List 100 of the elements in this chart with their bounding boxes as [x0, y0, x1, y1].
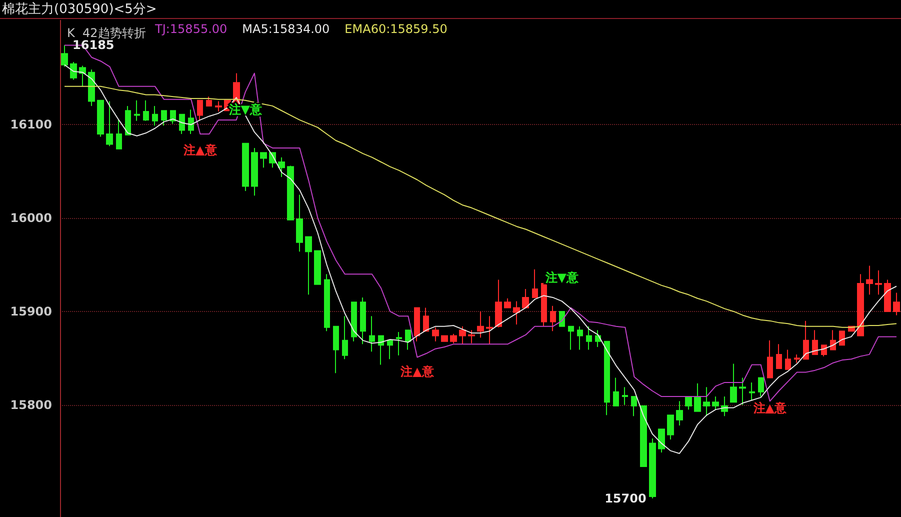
text: K 42趋势转折: [67, 26, 146, 40]
annotation: 注▲意: [400, 364, 435, 378]
candlestick: [314, 250, 321, 285]
candlestick: [414, 307, 420, 342]
candlestick: [459, 326, 466, 345]
annotation: 注▲意: [752, 400, 788, 415]
candlestick: [568, 326, 574, 350]
candlestick: [577, 326, 583, 350]
candlestick: [161, 110, 167, 126]
candlestick: [360, 296, 366, 345]
candlestick: [450, 333, 457, 344]
text: MA5:15834.00: [242, 22, 330, 36]
candlestick: [396, 332, 402, 356]
candlestick: [106, 100, 113, 147]
candlestick: [749, 382, 755, 401]
candlestick: [504, 298, 511, 308]
candlestick: [116, 119, 122, 150]
candlestick: [685, 396, 692, 410]
candlestick: [532, 268, 538, 298]
candlestick: [550, 305, 556, 332]
candlestick: [604, 340, 610, 416]
candlestick: [622, 386, 628, 406]
candlestick: [97, 100, 104, 138]
candlestick: [640, 405, 647, 468]
annotation: 15700: [604, 491, 646, 506]
candlestick: [351, 302, 357, 342]
candlestick: [70, 62, 77, 80]
candlestick: [541, 282, 547, 327]
candlestick: [830, 330, 836, 350]
candlestick: [776, 344, 782, 369]
annotation: 注▼意: [544, 270, 580, 284]
candlestick: [712, 396, 719, 410]
candlestick: [251, 147, 258, 196]
candlestick: [857, 274, 864, 336]
candlestick: [767, 340, 773, 378]
candlestick: [143, 100, 149, 122]
candlestick: [287, 165, 294, 220]
candlestick: [441, 335, 448, 342]
candlestick: [125, 105, 131, 136]
candlestick: [468, 330, 475, 344]
candlestick: [432, 326, 439, 342]
candlestick: [866, 265, 873, 296]
candlestick: [134, 100, 140, 122]
candlestick: [152, 105, 158, 126]
annotation: 注▲意: [182, 142, 218, 157]
chart-title: 棉花主力(030590)<5分>: [0, 0, 901, 19]
candlestick: [812, 330, 818, 355]
candlestick: [893, 292, 900, 316]
candlestick: [785, 349, 791, 370]
candlestick: [423, 307, 429, 332]
candlestick: [296, 194, 303, 252]
annotation: 16185: [72, 38, 114, 52]
candlestick: [667, 414, 674, 440]
candlestick: [595, 330, 601, 348]
candlestick: [305, 236, 312, 296]
candlestick: [88, 69, 95, 106]
line-series: [64, 64, 897, 454]
candlestick: [794, 354, 800, 364]
candlestick: [188, 109, 194, 134]
candlestick: [179, 114, 185, 134]
candlestick: [758, 377, 764, 397]
y-tick-label: 15900: [10, 304, 52, 318]
candlestick: [649, 438, 656, 499]
candlestick: [586, 326, 592, 350]
candlestick: [613, 377, 619, 406]
candlestick: [676, 400, 683, 426]
candlestick: [369, 316, 375, 352]
candlestick: [884, 279, 891, 312]
y-tick-label: 16000: [10, 211, 52, 226]
candlestick: [875, 270, 882, 296]
candlestick: [242, 142, 249, 192]
candlestick: [803, 320, 809, 360]
candlestick: [215, 100, 222, 112]
candlestick: [260, 152, 267, 168]
text: TJ:15855.00: [154, 22, 228, 36]
candlestick: [333, 326, 339, 374]
candlestick: [513, 300, 520, 326]
candlestick: [477, 310, 484, 338]
candlestick: [278, 156, 285, 178]
candlestick: [378, 335, 384, 366]
candlestick: [495, 279, 502, 328]
candlestick: [703, 386, 710, 417]
candlestick: [79, 65, 86, 87]
candlestick: [342, 316, 348, 360]
candlestick: [839, 330, 845, 346]
candlestick: [522, 288, 529, 308]
candlestick: [631, 396, 637, 417]
candlestick: [730, 363, 737, 403]
y-tick-label: 16100: [10, 118, 52, 132]
candlestick: [197, 100, 203, 120]
candlestick: [658, 428, 665, 454]
candlestick: [206, 96, 212, 106]
candlestick: [61, 44, 68, 68]
y-tick-label: 15800: [10, 398, 52, 412]
candlestick: [486, 316, 493, 345]
candlestick: [387, 340, 393, 360]
text: EMA60:15859.50: [344, 22, 448, 36]
candlestick: [405, 330, 411, 350]
candlestick: [739, 377, 746, 406]
candlestick: [694, 382, 701, 412]
